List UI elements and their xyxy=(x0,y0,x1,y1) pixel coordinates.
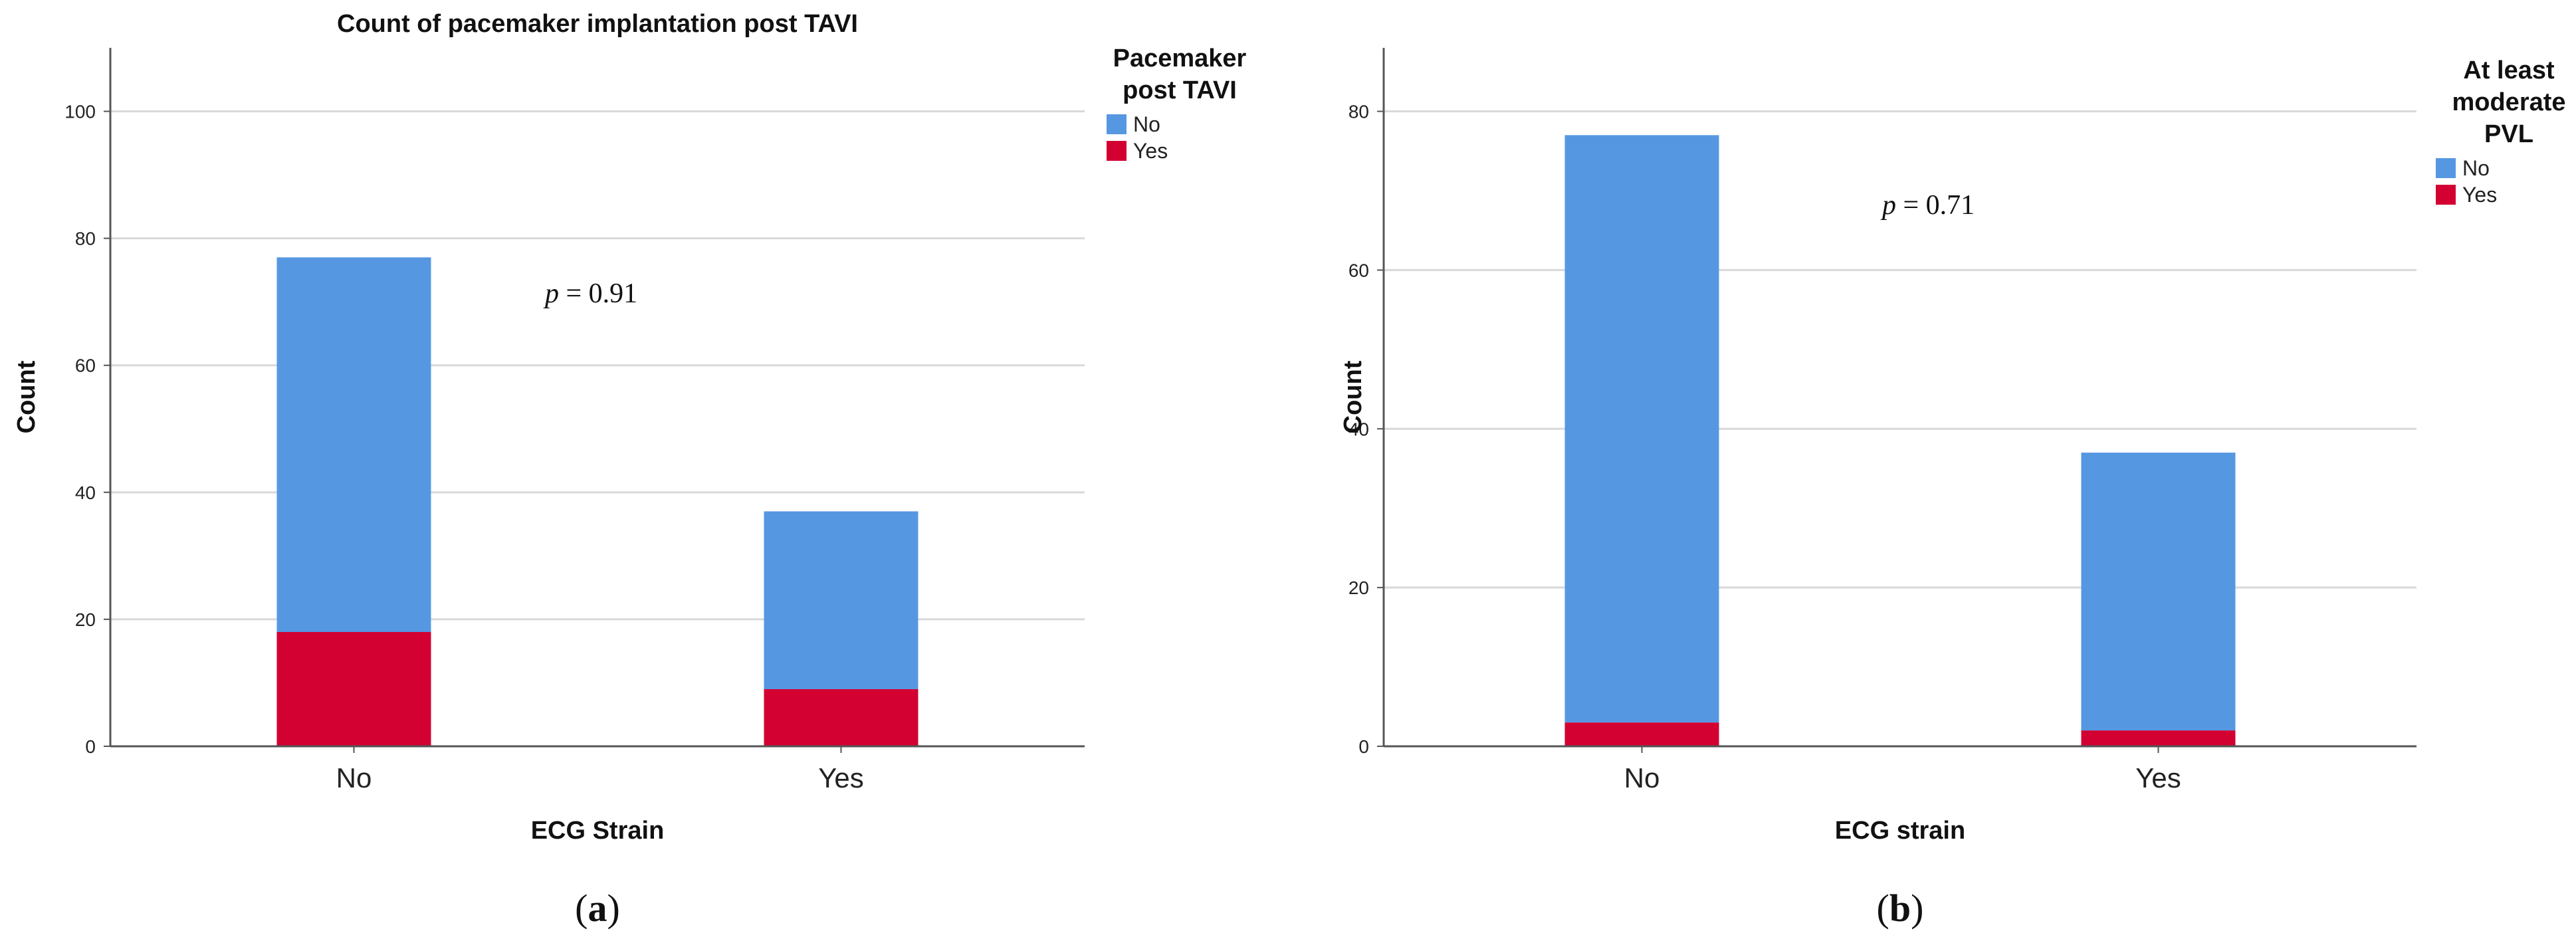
chart-panel-b: 0 20 40 60 80 No Yes ECG strain Count At least mod… xyxy=(1339,48,2566,930)
x-axis-label: ECG strain xyxy=(1835,817,1965,845)
bar-yes-yes xyxy=(2081,730,2236,746)
legend-label-yes: Yes xyxy=(2462,183,2497,207)
legend-title: Pacemaker xyxy=(1113,45,1247,72)
legend: At least moderate PVL No Yes xyxy=(2436,56,2566,207)
p-value-annotation: p = 0.71 xyxy=(1880,190,1975,221)
legend-label-no: No xyxy=(1133,112,1160,136)
panel-label: (a) xyxy=(575,887,620,930)
bar-yes-no xyxy=(276,632,431,746)
legend-swatch-no xyxy=(1107,114,1127,134)
x-tick-label: No xyxy=(336,762,372,793)
legend-swatch-yes xyxy=(1107,141,1127,161)
bar-no-yes xyxy=(764,511,918,690)
panel-label-close: ) xyxy=(607,887,620,930)
panel-label-open: ( xyxy=(1877,887,1889,930)
legend-title: moderate xyxy=(2452,88,2565,116)
legend-swatch-yes xyxy=(2436,185,2456,205)
y-tick-label: 100 xyxy=(64,102,96,122)
y-tick-label: 0 xyxy=(85,736,96,757)
panel-label-letter: a xyxy=(588,887,607,930)
bar-no-no xyxy=(1564,135,1719,723)
legend-label-yes: Yes xyxy=(1133,139,1168,163)
panel-label: (b) xyxy=(1877,887,1924,930)
y-tick-label: 80 xyxy=(75,229,96,249)
bar-no-yes xyxy=(2081,453,2236,731)
y-tick-label: 80 xyxy=(1348,102,1369,122)
y-tick-label: 60 xyxy=(1348,260,1369,280)
p-value-annotation: p = 0.91 xyxy=(543,278,637,309)
legend-title: PVL xyxy=(2484,120,2533,148)
y-tick-label: 20 xyxy=(1348,577,1369,598)
y-axis-label: Count xyxy=(13,360,41,433)
legend-title: At least xyxy=(2463,56,2555,84)
chart-panel-a: 0 20 40 60 80 100 No Yes Count of pacemaker impl… xyxy=(13,10,1247,930)
legend-label-no: No xyxy=(2462,156,2490,180)
bar-yes-yes xyxy=(764,689,918,746)
p-symbol: p xyxy=(543,278,559,309)
bar-no-no xyxy=(276,257,431,633)
y-tick-label: 60 xyxy=(75,356,96,376)
y-tick-label: 40 xyxy=(1348,419,1369,439)
y-tick-label: 0 xyxy=(1358,736,1369,757)
y-axis-label: Count xyxy=(1339,360,1367,433)
legend-title: post TAVI xyxy=(1123,76,1237,104)
y-tick-label: 40 xyxy=(75,482,96,503)
y-tick-label: 20 xyxy=(75,609,96,630)
chart-title: Count of pacemaker implantation post TAV… xyxy=(337,10,858,38)
p-value-text: = 0.91 xyxy=(559,278,637,309)
x-tick-label: No xyxy=(1624,762,1660,793)
p-value-text: = 0.71 xyxy=(1896,190,1975,221)
p-symbol: p xyxy=(1880,190,1896,221)
legend: Pacemaker post TAVI No Yes xyxy=(1107,45,1247,163)
x-tick-label: Yes xyxy=(2135,762,2181,793)
panel-label-letter: b xyxy=(1889,887,1911,930)
panel-label-open: ( xyxy=(575,887,588,930)
legend-swatch-no xyxy=(2436,158,2456,178)
x-tick-label: Yes xyxy=(818,762,864,793)
bar-yes-no xyxy=(1564,722,1719,746)
x-axis-label: ECG Strain xyxy=(531,817,665,845)
panel-label-close: ) xyxy=(1911,887,1923,930)
